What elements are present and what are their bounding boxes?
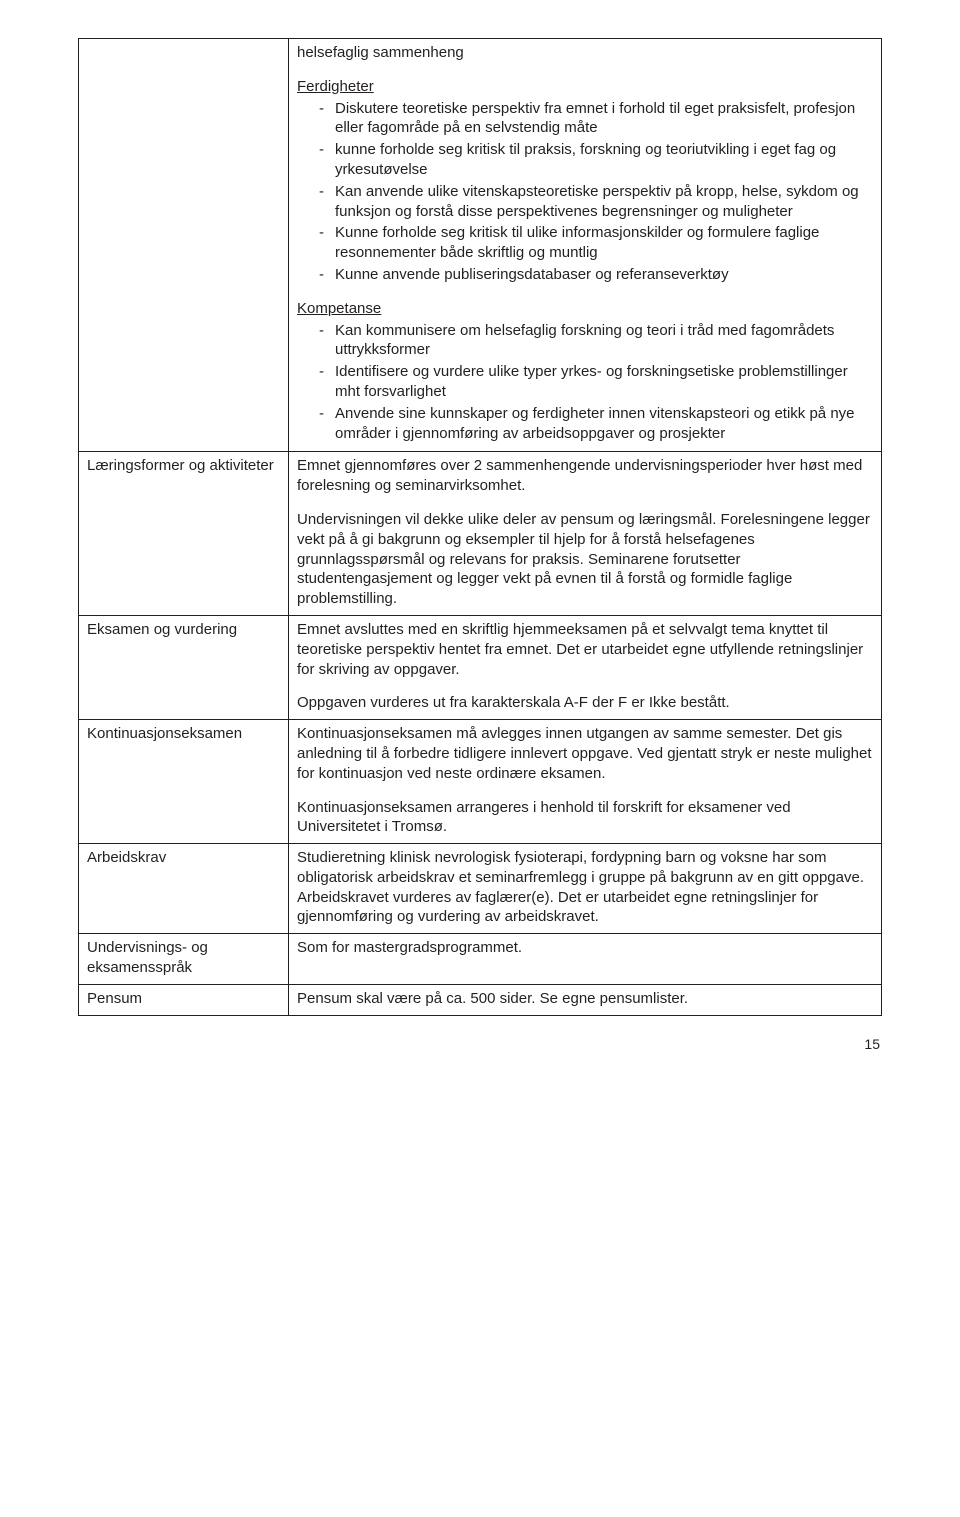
row-content-eksamen: Emnet avsluttes med en skriftlig hjemmee… [289,615,882,719]
paragraph: Undervisningen vil dekke ulike deler av … [297,510,873,609]
list-item-text: Kunne anvende publiseringsdatabaser og r… [335,266,729,283]
list-item: Kan anvende ulike vitenskapsteoretiske p… [319,182,873,222]
page-number: 15 [78,1036,882,1052]
paragraph: Som for mastergradsprogrammet. [297,938,873,958]
list-item-text: Kunne forholde seg kritisk til ulike inf… [335,224,819,261]
table-row: Arbeidskrav Studieretning klinisk nevrol… [79,844,882,934]
list-item-text: kunne forholde seg kritisk til praksis, … [335,141,836,178]
paragraph: Emnet avsluttes med en skriftlig hjemmee… [297,620,873,679]
document-table: helsefaglig sammenheng Ferdigheter Disku… [78,38,882,1016]
list-item-text: Identifisere og vurdere ulike typer yrke… [335,363,848,400]
row-label-sprak: Undervisnings- og eksamensspråk [79,934,289,985]
ferdigheter-list: Diskutere teoretiske perspektiv fra emne… [319,99,873,285]
row-label-kontinuasjon: Kontinuasjonseksamen [79,720,289,844]
kompetanse-list: Kan kommunisere om helsefaglig forskning… [319,321,873,444]
table-row: Læringsformer og aktiviteter Emnet gjenn… [79,452,882,616]
list-item-text: Anvende sine kunnskaper og ferdigheter i… [335,405,855,442]
list-item: Identifisere og vurdere ulike typer yrke… [319,362,873,402]
row-label-laeringsformer: Læringsformer og aktiviteter [79,452,289,616]
table-row: Eksamen og vurdering Emnet avsluttes med… [79,615,882,719]
ferdigheter-heading: Ferdigheter [297,77,873,97]
row-label-empty [79,39,289,452]
list-item-text: Kan kommunisere om helsefaglig forskning… [335,322,834,359]
list-item: kunne forholde seg kritisk til praksis, … [319,140,873,180]
row-content-laeringsformer: Emnet gjennomføres over 2 sammenhengende… [289,452,882,616]
table-row: Pensum Pensum skal være på ca. 500 sider… [79,984,882,1015]
row-label-arbeidskrav: Arbeidskrav [79,844,289,934]
list-item: Diskutere teoretiske perspektiv fra emne… [319,99,873,139]
kompetanse-heading: Kompetanse [297,299,873,319]
list-item: Kan kommunisere om helsefaglig forskning… [319,321,873,361]
list-item-text: Diskutere teoretiske perspektiv fra emne… [335,100,855,137]
row-label-pensum: Pensum [79,984,289,1015]
row-content-pensum: Pensum skal være på ca. 500 sider. Se eg… [289,984,882,1015]
intro-text: helsefaglig sammenheng [297,44,464,61]
table-row: Undervisnings- og eksamensspråk Som for … [79,934,882,985]
list-item: Kunne anvende publiseringsdatabaser og r… [319,265,873,285]
paragraph: Pensum skal være på ca. 500 sider. Se eg… [297,989,873,1009]
table-row: Kontinuasjonseksamen Kontinuasjonseksame… [79,720,882,844]
page: helsefaglig sammenheng Ferdigheter Disku… [0,0,960,1082]
paragraph: Kontinuasjonseksamen må avlegges innen u… [297,724,873,783]
row-content-intro: helsefaglig sammenheng Ferdigheter Disku… [289,39,882,452]
paragraph: Kontinuasjonseksamen arrangeres i henhol… [297,798,873,838]
list-item: Anvende sine kunnskaper og ferdigheter i… [319,404,873,444]
row-content-kontinuasjon: Kontinuasjonseksamen må avlegges innen u… [289,720,882,844]
row-label-eksamen: Eksamen og vurdering [79,615,289,719]
table-row: helsefaglig sammenheng Ferdigheter Disku… [79,39,882,452]
paragraph: Oppgaven vurderes ut fra karakterskala A… [297,693,873,713]
paragraph: Studieretning klinisk nevrologisk fysiot… [297,848,873,927]
list-item: Kunne forholde seg kritisk til ulike inf… [319,223,873,263]
row-content-arbeidskrav: Studieretning klinisk nevrologisk fysiot… [289,844,882,934]
row-content-sprak: Som for mastergradsprogrammet. [289,934,882,985]
paragraph: Emnet gjennomføres over 2 sammenhengende… [297,456,873,496]
list-item-text: Kan anvende ulike vitenskapsteoretiske p… [335,183,859,220]
